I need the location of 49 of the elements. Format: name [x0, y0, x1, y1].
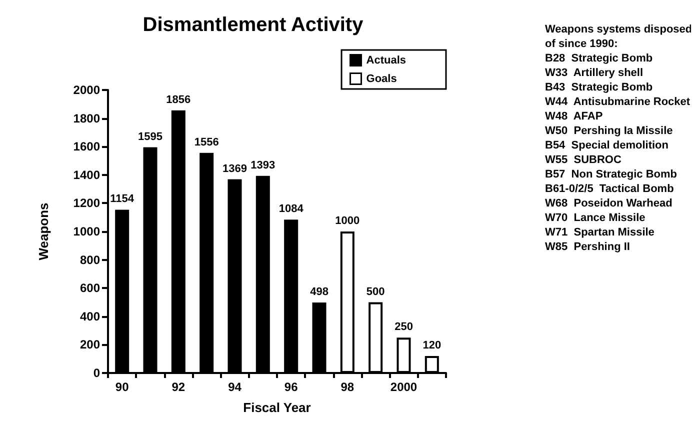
text: W71 Spartan Missile [545, 226, 654, 238]
data-label: 500 [366, 286, 385, 298]
text: B54 Special demolition [545, 139, 669, 152]
y-tick-label: 200 [80, 338, 100, 352]
y-tick-label: 2000 [73, 83, 100, 97]
x-tick-label: 90 [115, 380, 130, 394]
text: B43 Strategic Bomb [545, 81, 653, 94]
data-label: 250 [394, 321, 413, 334]
data-label: 1393 [250, 159, 276, 172]
data-label: 1084 [278, 203, 304, 216]
y-tick-label: 800 [80, 252, 100, 267]
y-tick-label: 1200 [73, 196, 100, 210]
data-label: 1369 [222, 162, 247, 175]
text: W85 Pershing II [545, 240, 630, 253]
y-tick-label: 600 [80, 281, 100, 296]
text: W68 Poseidon Warhead [545, 197, 672, 210]
text: B57 Non Strategic Bomb [545, 168, 678, 180]
text: B28 Strategic Bomb [545, 52, 653, 64]
data-label: 120 [422, 340, 442, 352]
y-tick-label: 1400 [73, 168, 100, 182]
y-axis-title: Weapons [36, 202, 51, 260]
y-tick-label: 1800 [73, 111, 100, 126]
legend-label: Actuals [366, 54, 406, 66]
text: W48 AFAP [545, 110, 603, 122]
x-tick-label: 98 [340, 380, 354, 394]
y-tick-label: 400 [80, 309, 100, 324]
text: W33 Artillery shell [545, 66, 644, 79]
y-tick-label: 0 [93, 366, 100, 380]
x-tick-label: 2000 [390, 380, 418, 394]
text: W44 Antisubmarine Rocket [545, 96, 690, 108]
data-label: 1595 [138, 130, 162, 143]
data-label: 1556 [194, 136, 219, 148]
text: W70 Lance Missile [545, 212, 646, 224]
y-tick-label: 1600 [73, 140, 100, 154]
text: W55 SUBROC [545, 154, 622, 166]
y-tick-label: 1000 [73, 224, 100, 238]
data-label: 1856 [166, 94, 191, 106]
text: W50 Pershing Ia Missile [545, 124, 673, 137]
chart-title: Dismantlement Activity [142, 14, 364, 36]
data-label: 498 [310, 286, 328, 298]
x-tick-label: 92 [172, 380, 186, 394]
text: Weapons systems disposed of since 1990: [545, 23, 696, 50]
x-tick-label: 94 [228, 380, 242, 394]
data-label: 1000 [335, 215, 360, 227]
x-axis-title: Fiscal Year [243, 400, 311, 415]
data-label: 1154 [110, 193, 135, 206]
legend-label: Goals [366, 72, 397, 85]
text: B61-0/2/5 Tactical Bomb [545, 182, 674, 195]
x-tick-label: 96 [284, 380, 298, 394]
